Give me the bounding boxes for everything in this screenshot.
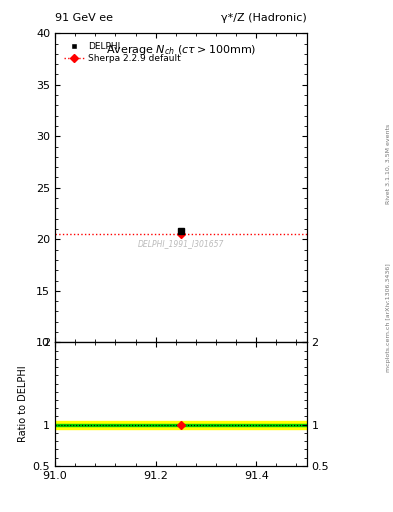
Text: γ*/Z (Hadronic): γ*/Z (Hadronic) bbox=[221, 13, 307, 23]
Y-axis label: Ratio to DELPHI: Ratio to DELPHI bbox=[18, 366, 28, 442]
Text: mcplots.cern.ch [arXiv:1306.3436]: mcplots.cern.ch [arXiv:1306.3436] bbox=[386, 263, 391, 372]
Text: 91 GeV ee: 91 GeV ee bbox=[55, 13, 113, 23]
Text: Rivet 3.1.10, 3.5M events: Rivet 3.1.10, 3.5M events bbox=[386, 124, 391, 204]
Legend: DELPHI, Sherpa 2.2.9 default: DELPHI, Sherpa 2.2.9 default bbox=[59, 38, 185, 68]
Text: DELPHI_1991_I301657: DELPHI_1991_I301657 bbox=[138, 239, 224, 248]
Text: Average $N_{ch}$ ($c\tau > 100$mm): Average $N_{ch}$ ($c\tau > 100$mm) bbox=[106, 42, 256, 56]
Bar bbox=[55, 424, 307, 425]
Bar bbox=[55, 420, 307, 429]
